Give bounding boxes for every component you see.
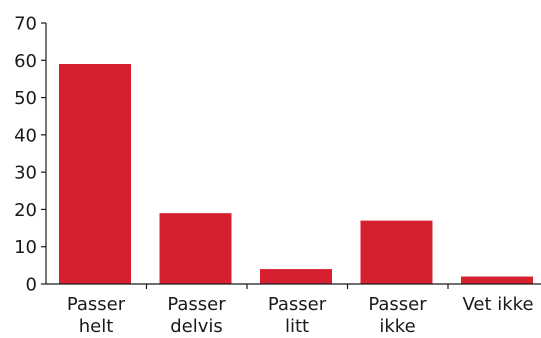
x-tick-label-line: Passer — [167, 294, 226, 315]
x-tick-label: Passer ikke — [368, 294, 427, 337]
bar — [59, 64, 131, 284]
x-tick-label-line: litt — [285, 316, 309, 337]
y-tick-label: 60 — [14, 51, 37, 72]
x-tick-label: Passer delvis — [167, 294, 226, 337]
bar — [461, 276, 533, 284]
y-axis: 0 10 20 30 40 50 60 70 — [14, 14, 47, 296]
bars — [59, 64, 533, 284]
x-tick-label: Passer helt — [67, 294, 126, 337]
x-tick-label-line: Passer — [368, 294, 427, 315]
y-tick-label: 40 — [14, 125, 37, 146]
x-tick-label: Passer litt — [268, 294, 327, 337]
x-tick-label: Vet ikke — [462, 294, 533, 315]
bar — [159, 213, 232, 284]
x-tick-label-line: Passer — [268, 294, 327, 315]
x-tick-label-line: Passer — [67, 294, 126, 315]
x-tick-label-line: Vet ikke — [462, 294, 533, 315]
y-tick-label: 0 — [26, 275, 37, 296]
y-tick-label: 50 — [14, 88, 37, 109]
bar — [360, 220, 433, 284]
y-tick-label: 30 — [14, 163, 37, 184]
x-tick-label-line: helt — [79, 316, 114, 337]
y-tick-label: 20 — [14, 200, 37, 221]
x-tick-label-line: ikke — [379, 316, 415, 337]
y-tick-label: 70 — [14, 14, 37, 35]
y-tick-label: 10 — [14, 237, 37, 258]
x-tick-label-line: delvis — [170, 316, 223, 337]
bar — [260, 269, 332, 284]
